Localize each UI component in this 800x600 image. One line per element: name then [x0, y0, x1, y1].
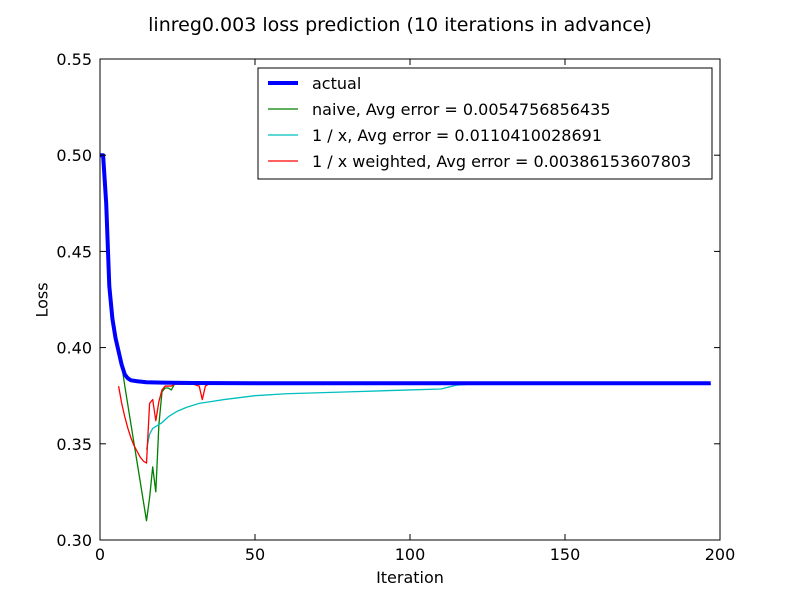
x-tick-label: 100 [395, 545, 426, 564]
legend-label-1: naive, Avg error = 0.0054756856435 [312, 100, 611, 119]
legend-label-2: 1 / x, Avg error = 0.0110410028691 [312, 126, 602, 145]
y-tick-label: 0.50 [56, 146, 92, 165]
x-tick-label: 200 [705, 545, 736, 564]
legend-label-0: actual [312, 74, 361, 93]
x-tick-label: 50 [245, 545, 265, 564]
y-tick-label: 0.30 [56, 531, 92, 550]
x-tick-label: 150 [550, 545, 581, 564]
legend-label-3: 1 / x weighted, Avg error = 0.0038615360… [312, 152, 691, 171]
chart-title: linreg0.003 loss prediction (10 iteratio… [148, 14, 652, 36]
y-tick-label: 0.35 [56, 435, 92, 454]
x-axis-label: Iteration [376, 568, 444, 587]
y-axis-label: Loss [32, 282, 52, 318]
series-line-3 [117, 383, 711, 464]
x-tick-label: 0 [95, 545, 105, 564]
plot-frame [99, 58, 721, 541]
series-layer [100, 153, 711, 522]
y-tick-label: 0.55 [56, 50, 92, 69]
y-tick-label: 0.40 [56, 339, 92, 358]
legend-box [257, 67, 713, 180]
y-tick-label: 0.45 [56, 242, 92, 261]
legend: actual naive, Avg error = 0.0054756856435… [257, 67, 713, 180]
series-line-2 [145, 383, 711, 450]
series-line-0 [100, 153, 711, 386]
